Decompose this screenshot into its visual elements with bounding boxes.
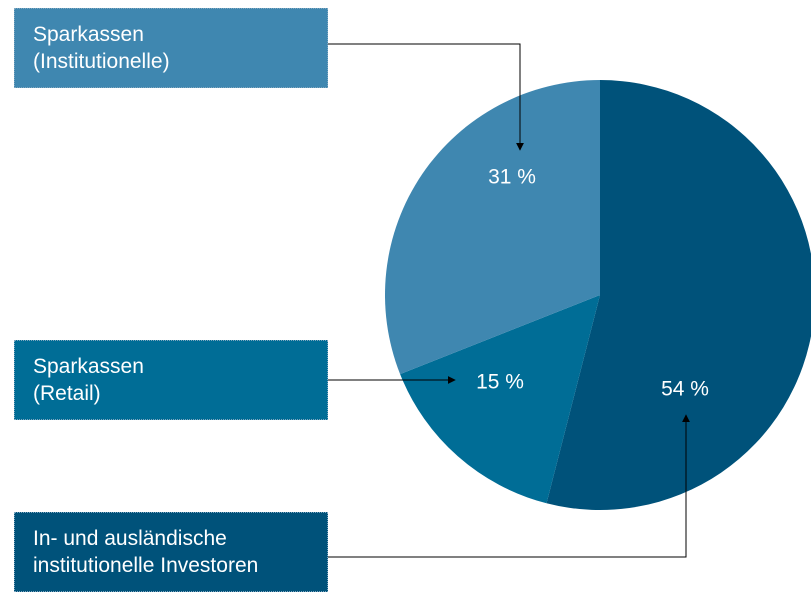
pie-slice xyxy=(400,295,600,504)
legend-entry: Sparkassen (Institutionelle) xyxy=(14,8,328,88)
leader-line xyxy=(328,414,690,558)
value-label: 31 % xyxy=(488,166,536,189)
leader-line xyxy=(328,43,524,151)
pie-slice xyxy=(546,80,811,510)
legend-entry: Sparkassen (Retail) xyxy=(14,340,328,420)
pie xyxy=(385,80,811,510)
value-label: 15 % xyxy=(476,371,524,394)
value-labels: 54 % 15 % 31 % xyxy=(476,166,709,401)
pie-slice xyxy=(385,80,600,375)
legend-entry: In- und ausländische institutionelle Inv… xyxy=(14,512,328,592)
value-label: 54 % xyxy=(661,378,709,401)
